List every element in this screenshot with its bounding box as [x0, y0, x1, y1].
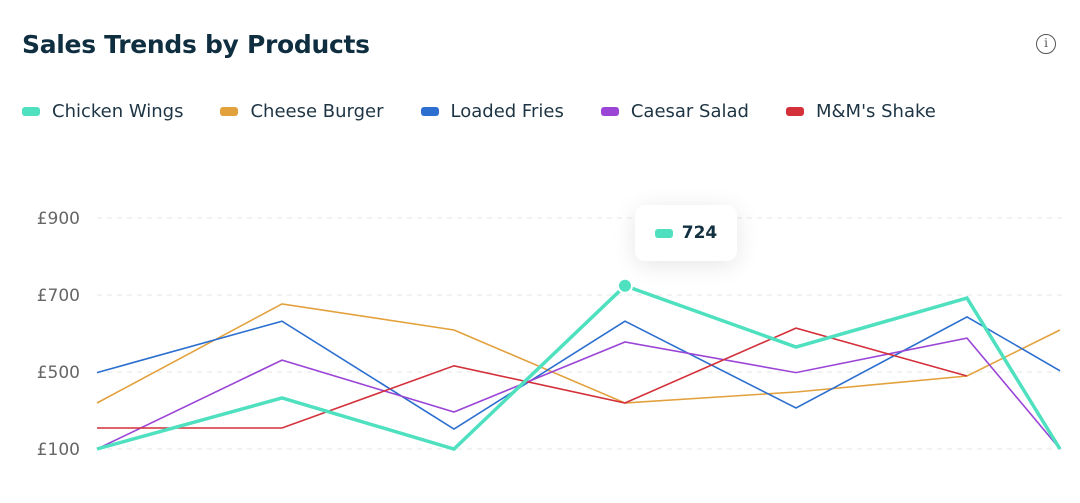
- legend-label: Loaded Fries: [450, 101, 564, 122]
- legend-swatch: [22, 107, 40, 116]
- legend-item-chicken-wings[interactable]: Chicken Wings: [22, 101, 183, 122]
- highlighted-point[interactable]: [617, 277, 633, 294]
- tooltip-value: 724: [681, 223, 718, 243]
- y-tick-label: £500: [37, 363, 80, 383]
- tooltip: 724: [635, 205, 737, 261]
- y-tick-label: £900: [37, 209, 80, 229]
- tooltip-swatch: [654, 228, 673, 238]
- series-line-cheese-burger[interactable]: [96, 303, 1061, 404]
- y-tick-label: £700: [37, 286, 80, 306]
- series-line-chicken-wings[interactable]: [96, 283, 1062, 451]
- legend: Chicken Wings Cheese Burger Loaded Fries…: [22, 101, 973, 122]
- legend-item-loaded-fries[interactable]: Loaded Fries: [420, 101, 564, 122]
- legend-label: Cheese Burger: [250, 101, 384, 122]
- info-icon[interactable]: i: [1036, 34, 1056, 54]
- legend-swatch: [420, 107, 439, 116]
- legend-label: Chicken Wings: [52, 101, 184, 122]
- legend-swatch: [600, 107, 619, 116]
- legend-label: Caesar Salad: [630, 101, 749, 122]
- series-line-m-m-s-shake[interactable]: [97, 327, 968, 429]
- legend-item-cheese-burger[interactable]: Cheese Burger: [220, 101, 384, 122]
- legend-item-caesar-salad[interactable]: Caesar Salad: [600, 101, 749, 122]
- series-line-loaded-fries[interactable]: [96, 315, 1061, 430]
- legend-swatch: [785, 107, 804, 116]
- legend-item-mm-shake[interactable]: M&M's Shake: [785, 101, 936, 122]
- legend-swatch: [220, 107, 239, 116]
- series-line-caesar-salad[interactable]: [96, 337, 1061, 450]
- y-tick-label: £100: [37, 440, 80, 460]
- chart-title: Sales Trends by Products: [22, 30, 370, 59]
- legend-label: M&M's Shake: [815, 101, 936, 122]
